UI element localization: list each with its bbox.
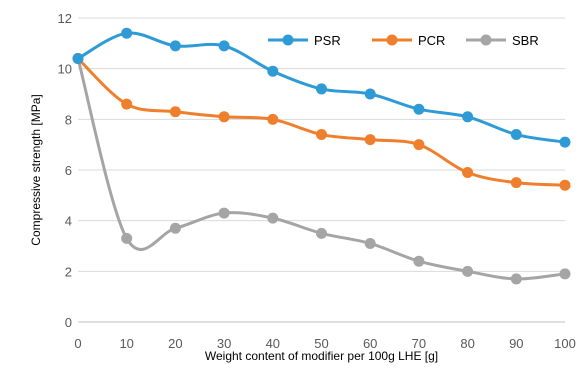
data-point-psr xyxy=(510,129,522,141)
data-point-psr xyxy=(462,111,474,123)
data-point-sbr xyxy=(510,273,522,285)
data-point-psr xyxy=(267,65,279,77)
x-tick-label: 80 xyxy=(460,336,474,351)
data-point-sbr xyxy=(218,207,230,219)
y-tick-label: 4 xyxy=(65,214,72,229)
series-line-pcr xyxy=(76,57,567,187)
data-point-pcr xyxy=(218,111,230,123)
data-point-pcr xyxy=(169,106,181,118)
data-point-psr xyxy=(121,27,133,39)
legend-label: PCR xyxy=(418,33,445,48)
data-point-sbr xyxy=(364,237,376,249)
data-point-psr xyxy=(218,40,230,52)
legend-swatch-marker xyxy=(282,34,294,46)
data-point-sbr xyxy=(169,222,181,234)
data-point-sbr xyxy=(413,255,425,267)
legend-item-psr: PSR xyxy=(268,33,341,48)
y-axis-ticks: 0 2 4 6 8 10 12 xyxy=(58,11,72,330)
data-point-pcr xyxy=(267,113,279,125)
data-point-pcr xyxy=(462,167,474,179)
x-tick-label: 50 xyxy=(314,336,328,351)
data-point-psr xyxy=(413,103,425,115)
series-layer xyxy=(72,27,571,285)
data-point-psr xyxy=(72,53,84,65)
x-tick-label: 40 xyxy=(266,336,280,351)
legend-swatch-marker xyxy=(386,34,398,46)
data-point-sbr xyxy=(121,232,133,244)
y-tick-label: 8 xyxy=(65,112,72,127)
legend-label: PSR xyxy=(314,33,341,48)
y-tick-label: 0 xyxy=(65,315,72,330)
data-point-pcr xyxy=(413,139,425,151)
data-point-pcr xyxy=(510,177,522,189)
data-point-psr xyxy=(316,83,327,95)
legend: PSR PCR SBR xyxy=(268,33,539,48)
y-tick-label: 2 xyxy=(65,264,72,279)
legend-item-pcr: PCR xyxy=(372,33,445,48)
y-tick-label: 12 xyxy=(58,11,72,26)
data-point-sbr xyxy=(462,265,474,277)
data-point-sbr xyxy=(316,227,327,239)
data-point-psr xyxy=(559,136,571,148)
data-point-sbr xyxy=(267,212,279,224)
data-point-pcr xyxy=(559,179,571,191)
legend-item-sbr: SBR xyxy=(466,33,539,48)
x-tick-label: 70 xyxy=(412,336,426,351)
x-tick-label: 10 xyxy=(119,336,133,351)
data-point-psr xyxy=(364,88,376,100)
x-tick-label: 20 xyxy=(168,336,182,351)
data-point-pcr xyxy=(316,129,327,141)
data-point-pcr xyxy=(121,98,133,110)
legend-label: SBR xyxy=(512,33,539,48)
legend-swatch-marker xyxy=(480,34,492,46)
x-tick-label: 0 xyxy=(74,336,81,351)
series-sbr xyxy=(72,53,571,285)
data-point-pcr xyxy=(364,134,376,146)
y-tick-label: 6 xyxy=(65,163,72,178)
data-point-psr xyxy=(169,40,181,52)
x-tick-label: 100 xyxy=(554,336,576,351)
series-line-sbr xyxy=(76,57,567,281)
gridlines xyxy=(78,17,565,323)
y-tick-label: 10 xyxy=(58,62,72,77)
x-axis-ticks: 0 10 20 30 40 50 60 70 80 90 100 xyxy=(74,336,575,351)
x-axis-title: Weight content of modifier per 100g LHE … xyxy=(205,349,438,363)
x-tick-label: 30 xyxy=(217,336,231,351)
x-tick-label: 60 xyxy=(363,336,377,351)
x-tick-label: 90 xyxy=(509,336,523,351)
data-point-sbr xyxy=(559,268,571,280)
series-psr xyxy=(72,27,571,148)
y-axis-title: Compressive strength [MPa] xyxy=(29,94,43,245)
